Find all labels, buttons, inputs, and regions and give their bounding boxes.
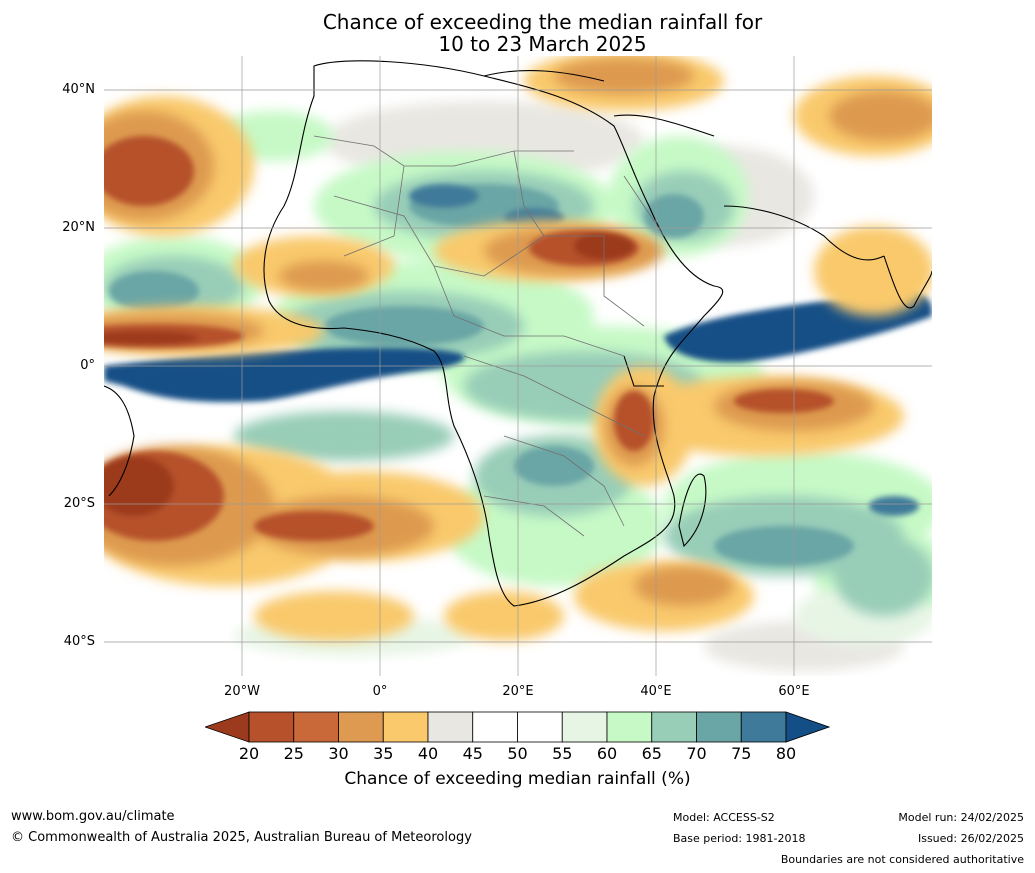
colorbar-tick-label: 45 <box>462 744 483 763</box>
colorbar-swatch <box>427 711 474 743</box>
latitude-label: 0° <box>80 358 95 373</box>
colorbar-tick-label: 20 <box>238 744 260 763</box>
issued-text: Issued: 26/02/2025 <box>917 832 1024 845</box>
longitude-label: 40°E <box>640 684 672 699</box>
colorbar-label: Chance of exceeding median rainfall (%) <box>344 769 691 789</box>
map-title-line-2: 10 to 23 March 2025 <box>438 32 647 56</box>
colorbar-swatch <box>338 711 384 743</box>
colorbar-tick-label: 50 <box>507 744 528 763</box>
longitude-label: 20°E <box>502 684 534 699</box>
colorbar-extend-low <box>205 711 250 743</box>
country-borders <box>313 135 665 537</box>
colorbar-tick-label: 30 <box>328 744 349 763</box>
colorbar-swatch <box>696 711 742 743</box>
colorbar-swatch <box>651 711 697 743</box>
colorbar-swatch <box>248 711 295 743</box>
website-text: www.bom.gov.au/climate <box>11 809 175 824</box>
latitude-label: 20°N <box>62 220 95 235</box>
copyright-text: © Commonwealth of Australia 2025, Austra… <box>11 830 472 845</box>
rainfall-probability-map <box>104 56 932 676</box>
colorbar-tick-label: 55 <box>552 744 573 763</box>
colorbar-tick-label: 40 <box>417 744 439 763</box>
latitude-label: 40°S <box>63 634 95 649</box>
base-period-text: Base period: 1981-2018 <box>673 832 806 845</box>
very-dry-zones <box>104 136 834 541</box>
colorbar-swatch <box>382 711 429 743</box>
longitude-label: 0° <box>372 684 388 699</box>
very-wet-zones <box>109 184 919 566</box>
colorbar-tick-label: 25 <box>283 744 304 763</box>
latitude-label: 20°S <box>63 496 95 511</box>
model-text: Model: ACCESS-S2 <box>673 811 775 824</box>
colorbar-tick-label: 70 <box>686 744 707 763</box>
colorbar-tick-label: 75 <box>731 744 752 763</box>
graticule <box>104 56 932 676</box>
colorbar-swatch <box>561 711 608 743</box>
model-run-text: Model run: 24/02/2025 <box>898 811 1024 824</box>
colorbar-tick-label: 60 <box>596 744 618 763</box>
colorbar-swatch <box>472 711 518 743</box>
colorbar-swatch <box>293 711 339 743</box>
disclaimer-text: Boundaries are not considered authoritat… <box>780 853 1024 866</box>
latitude-label: 40°N <box>62 82 95 97</box>
colorbar-swatch <box>517 711 563 743</box>
colorbar-tick-label: 80 <box>775 744 797 763</box>
colorbar <box>205 711 830 743</box>
colorbar-swatch <box>740 711 787 743</box>
map-title-line-1: Chance of exceeding the median rainfall … <box>322 10 763 34</box>
colorbar-tick-label: 35 <box>373 744 394 763</box>
longitude-label: 60°E <box>778 684 810 699</box>
colorbar-extend-high <box>785 711 830 743</box>
longitude-label: 20°W <box>224 684 260 699</box>
colorbar-swatch <box>606 711 653 743</box>
colorbar-tick-label: 65 <box>641 744 662 763</box>
